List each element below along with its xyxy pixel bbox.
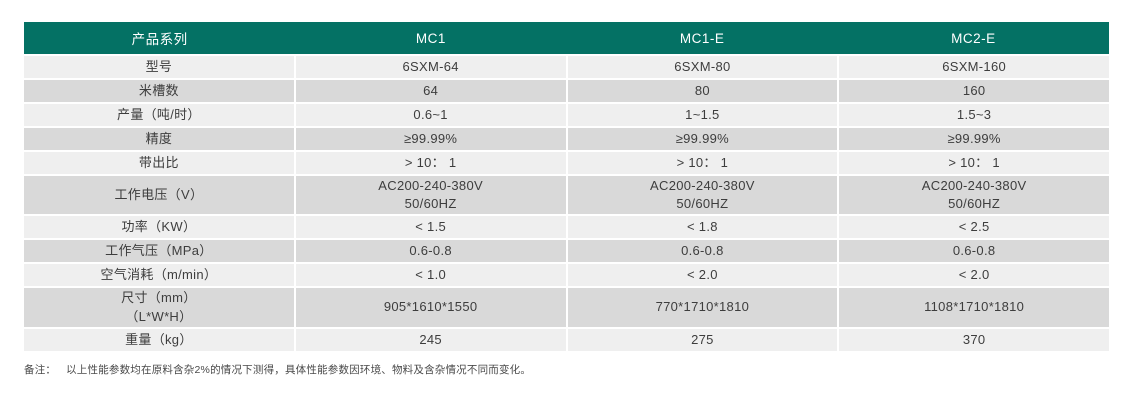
table-row-voltage: 工作电压（V） AC200-240-380V 50/60HZ AC200-240… bbox=[24, 176, 1109, 215]
cell-value: AC200-240-380V 50/60HZ bbox=[839, 176, 1109, 215]
table-row-chutes: 米槽数 64 80 160 bbox=[24, 80, 1109, 102]
cell-value: 0.6~1 bbox=[295, 104, 566, 126]
row-label: 米槽数 bbox=[24, 80, 294, 102]
header-cell-mc2e: MC2-E bbox=[951, 30, 996, 46]
cell-value: 6SXM-80 bbox=[567, 56, 838, 78]
cell-value: 160 bbox=[839, 80, 1109, 102]
footnote-label: 备注： bbox=[24, 363, 57, 376]
row-label: 精度 bbox=[24, 128, 294, 150]
table-row-weight: 重量（kg） 245 275 370 bbox=[24, 328, 1109, 351]
cell-value: AC200-240-380V 50/60HZ bbox=[567, 176, 838, 215]
table-row-accuracy: 精度 ≥99.99% ≥99.99% ≥99.99% bbox=[24, 128, 1109, 150]
row-label: 带出比 bbox=[24, 152, 294, 174]
table-header-row: 产品系列 MC1 MC1-E MC2-E bbox=[24, 22, 1109, 54]
cell-value: 0.6-0.8 bbox=[839, 240, 1109, 263]
row-label: 工作气压（MPa） bbox=[24, 240, 294, 263]
cell-value: < 2.0 bbox=[567, 264, 838, 287]
header-cell-series: 产品系列 bbox=[131, 32, 188, 47]
cell-value: < 1.8 bbox=[567, 216, 838, 239]
cell-value: 80 bbox=[567, 80, 838, 102]
cell-value: 64 bbox=[295, 80, 566, 102]
cell-value: 1.5~3 bbox=[839, 104, 1109, 126]
row-label: 型号 bbox=[24, 56, 294, 78]
cell-value: 1108*1710*1810 bbox=[839, 288, 1109, 327]
table-row-capacity: 产量（吨/时） 0.6~1 1~1.5 1.5~3 bbox=[24, 104, 1109, 126]
cell-value: 0.6-0.8 bbox=[295, 240, 566, 263]
table-row-model: 型号 6SXM-64 6SXM-80 6SXM-160 bbox=[24, 56, 1109, 78]
cell-value: 770*1710*1810 bbox=[567, 288, 838, 327]
cell-value: AC200-240-380V 50/60HZ bbox=[295, 176, 566, 215]
cell-value: ≥99.99% bbox=[839, 128, 1109, 150]
cell-value: ≥99.99% bbox=[567, 128, 838, 150]
cell-value: 275 bbox=[567, 328, 838, 351]
cell-value: 370 bbox=[839, 328, 1109, 351]
row-label: 重量（kg） bbox=[24, 328, 294, 351]
cell-value: 6SXM-160 bbox=[839, 56, 1109, 78]
cell-value: > 10： 1 bbox=[295, 152, 566, 174]
row-label: 空气消耗（m/min） bbox=[24, 264, 294, 287]
cell-value: < 1.0 bbox=[295, 264, 566, 287]
footnote-text: 以上性能参数均在原料含杂2%的情况下测得，具体性能参数因环境、物料及含杂情况不同… bbox=[66, 363, 532, 376]
product-spec-table: 产品系列 MC1 MC1-E MC2-E 型号 6SXM-64 6SXM-80 … bbox=[24, 22, 1109, 351]
row-label: 工作电压（V） bbox=[24, 176, 294, 215]
table-row-air-pressure: 工作气压（MPa） 0.6-0.8 0.6-0.8 0.6-0.8 bbox=[24, 240, 1109, 263]
table-row-dimensions: 尺寸（mm） （L*W*H） 905*1610*1550 770*1710*18… bbox=[24, 288, 1109, 327]
cell-value: < 2.0 bbox=[839, 264, 1109, 287]
cell-value: 0.6-0.8 bbox=[567, 240, 838, 263]
cell-value: ≥99.99% bbox=[295, 128, 566, 150]
table-row-carryover-ratio: 带出比 > 10： 1 > 10： 1 > 10： 1 bbox=[24, 152, 1109, 174]
row-label: 功率（KW） bbox=[24, 216, 294, 239]
header-cell-mc1: MC1 bbox=[415, 30, 446, 46]
cell-value: > 10： 1 bbox=[567, 152, 838, 174]
table-row-air-consumption: 空气消耗（m/min） < 1.0 < 2.0 < 2.0 bbox=[24, 264, 1109, 287]
cell-value: > 10： 1 bbox=[839, 152, 1109, 174]
cell-value: 1~1.5 bbox=[567, 104, 838, 126]
page: 产品系列 MC1 MC1-E MC2-E 型号 6SXM-64 6SXM-80 … bbox=[24, 22, 1109, 377]
cell-value: 905*1610*1550 bbox=[295, 288, 566, 327]
row-label: 尺寸（mm） （L*W*H） bbox=[24, 288, 294, 327]
cell-value: < 2.5 bbox=[839, 216, 1109, 239]
table-row-power: 功率（KW） < 1.5 < 1.8 < 2.5 bbox=[24, 216, 1109, 239]
footnote: 备注： 以上性能参数均在原料含杂2%的情况下测得，具体性能参数因环境、物料及含杂情… bbox=[24, 362, 1109, 377]
cell-value: 245 bbox=[295, 328, 566, 351]
cell-value: < 1.5 bbox=[295, 216, 566, 239]
header-cell-mc1e: MC1-E bbox=[679, 30, 725, 46]
cell-value: 6SXM-64 bbox=[295, 56, 566, 78]
row-label: 产量（吨/时） bbox=[24, 104, 294, 126]
